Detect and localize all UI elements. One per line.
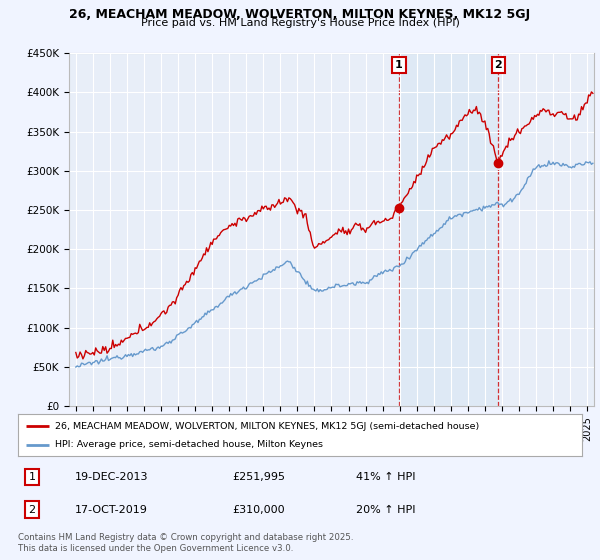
Text: 19-DEC-2013: 19-DEC-2013 <box>74 472 148 482</box>
Text: 1: 1 <box>29 472 35 482</box>
Text: £310,000: £310,000 <box>232 505 285 515</box>
Text: 17-OCT-2019: 17-OCT-2019 <box>74 505 147 515</box>
Text: 2: 2 <box>494 60 502 70</box>
Text: HPI: Average price, semi-detached house, Milton Keynes: HPI: Average price, semi-detached house,… <box>55 440 323 449</box>
Text: £251,995: £251,995 <box>232 472 286 482</box>
Text: 1: 1 <box>395 60 403 70</box>
Text: 26, MEACHAM MEADOW, WOLVERTON, MILTON KEYNES, MK12 5GJ (semi-detached house): 26, MEACHAM MEADOW, WOLVERTON, MILTON KE… <box>55 422 479 431</box>
Text: Contains HM Land Registry data © Crown copyright and database right 2025.
This d: Contains HM Land Registry data © Crown c… <box>18 533 353 553</box>
Text: 41% ↑ HPI: 41% ↑ HPI <box>356 472 416 482</box>
Text: 26, MEACHAM MEADOW, WOLVERTON, MILTON KEYNES, MK12 5GJ: 26, MEACHAM MEADOW, WOLVERTON, MILTON KE… <box>70 8 530 21</box>
Text: Price paid vs. HM Land Registry's House Price Index (HPI): Price paid vs. HM Land Registry's House … <box>140 18 460 29</box>
Text: 2: 2 <box>29 505 35 515</box>
Bar <box>399 53 499 406</box>
Text: 20% ↑ HPI: 20% ↑ HPI <box>356 505 416 515</box>
